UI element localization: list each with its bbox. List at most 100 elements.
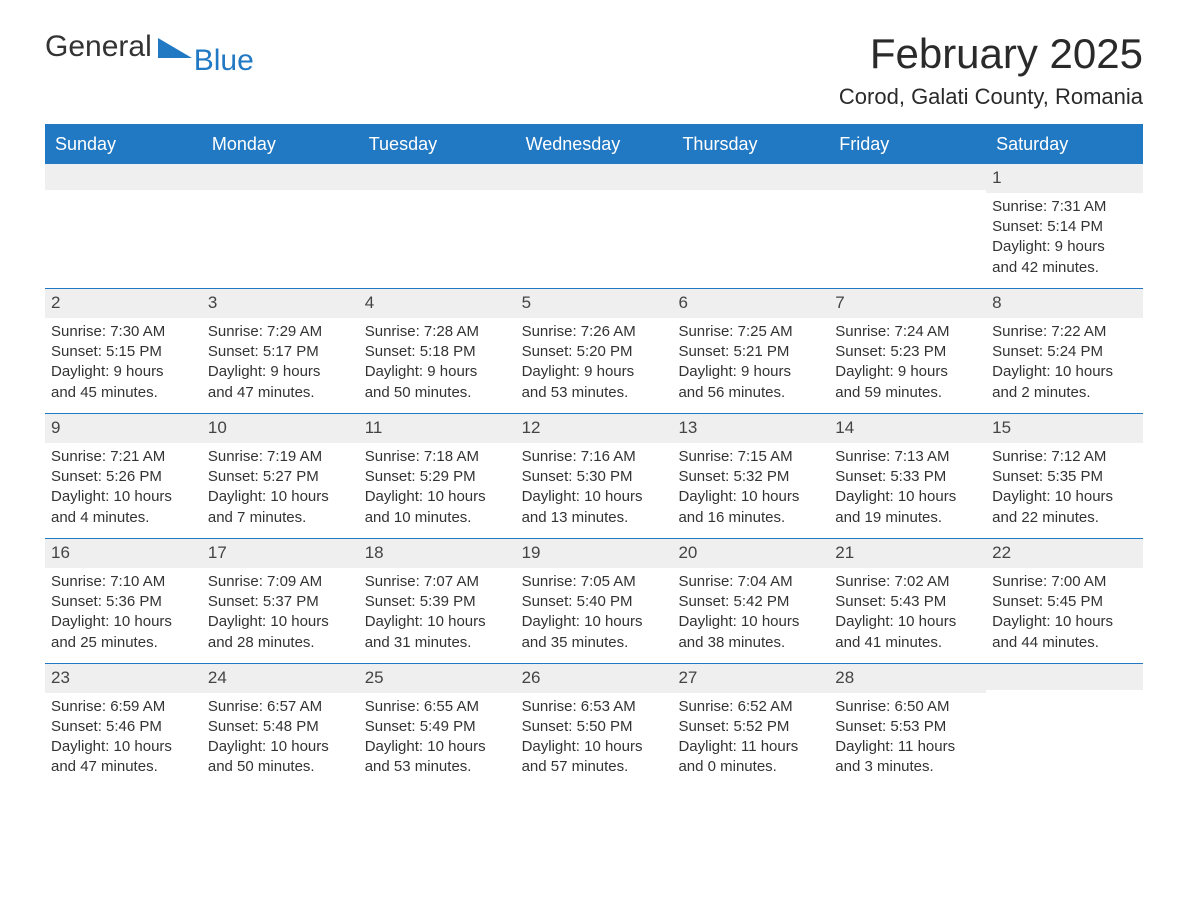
daylight-line: and 38 minutes. xyxy=(678,633,823,653)
sunset-line: Sunset: 5:32 PM xyxy=(678,467,823,487)
sunset-line: Sunset: 5:29 PM xyxy=(365,467,510,487)
sunrise-line: Sunrise: 7:31 AM xyxy=(992,197,1137,217)
day-number: 23 xyxy=(45,664,202,693)
sunset-line: Sunset: 5:39 PM xyxy=(365,592,510,612)
day-cell: 20Sunrise: 7:04 AMSunset: 5:42 PMDayligh… xyxy=(672,539,829,663)
day-body: Sunrise: 7:16 AMSunset: 5:30 PMDaylight:… xyxy=(516,443,673,538)
day-cell: 5Sunrise: 7:26 AMSunset: 5:20 PMDaylight… xyxy=(516,289,673,413)
day-number xyxy=(359,164,516,190)
day-cell: 2Sunrise: 7:30 AMSunset: 5:15 PMDaylight… xyxy=(45,289,202,413)
daylight-line: and 53 minutes. xyxy=(365,757,510,777)
day-body: Sunrise: 7:22 AMSunset: 5:24 PMDaylight:… xyxy=(986,318,1143,413)
daylight-line: and 19 minutes. xyxy=(835,508,980,528)
day-number: 26 xyxy=(516,664,673,693)
day-number: 6 xyxy=(672,289,829,318)
daylight-line: Daylight: 10 hours xyxy=(51,737,196,757)
day-cell: 26Sunrise: 6:53 AMSunset: 5:50 PMDayligh… xyxy=(516,664,673,788)
daylight-line: and 22 minutes. xyxy=(992,508,1137,528)
daylight-line: Daylight: 9 hours xyxy=(835,362,980,382)
day-body: Sunrise: 7:31 AMSunset: 5:14 PMDaylight:… xyxy=(986,193,1143,288)
sunrise-line: Sunrise: 6:59 AM xyxy=(51,697,196,717)
day-cell: 23Sunrise: 6:59 AMSunset: 5:46 PMDayligh… xyxy=(45,664,202,788)
daylight-line: and 47 minutes. xyxy=(51,757,196,777)
daylight-line: Daylight: 10 hours xyxy=(522,737,667,757)
daylight-line: and 25 minutes. xyxy=(51,633,196,653)
day-body: Sunrise: 7:10 AMSunset: 5:36 PMDaylight:… xyxy=(45,568,202,663)
sunset-line: Sunset: 5:50 PM xyxy=(522,717,667,737)
day-cell: 8Sunrise: 7:22 AMSunset: 5:24 PMDaylight… xyxy=(986,289,1143,413)
sunset-line: Sunset: 5:40 PM xyxy=(522,592,667,612)
day-cell: 19Sunrise: 7:05 AMSunset: 5:40 PMDayligh… xyxy=(516,539,673,663)
day-body: Sunrise: 7:28 AMSunset: 5:18 PMDaylight:… xyxy=(359,318,516,413)
day-cell: 12Sunrise: 7:16 AMSunset: 5:30 PMDayligh… xyxy=(516,414,673,538)
daylight-line: Daylight: 10 hours xyxy=(208,737,353,757)
day-number: 22 xyxy=(986,539,1143,568)
day-cell xyxy=(986,664,1143,788)
day-number: 28 xyxy=(829,664,986,693)
day-number xyxy=(45,164,202,190)
daylight-line: and 41 minutes. xyxy=(835,633,980,653)
daylight-line: Daylight: 10 hours xyxy=(365,737,510,757)
day-number: 4 xyxy=(359,289,516,318)
day-cell: 25Sunrise: 6:55 AMSunset: 5:49 PMDayligh… xyxy=(359,664,516,788)
daylight-line: and 0 minutes. xyxy=(678,757,823,777)
day-number: 20 xyxy=(672,539,829,568)
day-body: Sunrise: 7:13 AMSunset: 5:33 PMDaylight:… xyxy=(829,443,986,538)
sunrise-line: Sunrise: 7:18 AM xyxy=(365,447,510,467)
day-cell: 17Sunrise: 7:09 AMSunset: 5:37 PMDayligh… xyxy=(202,539,359,663)
day-cell: 14Sunrise: 7:13 AMSunset: 5:33 PMDayligh… xyxy=(829,414,986,538)
daylight-line: Daylight: 11 hours xyxy=(678,737,823,757)
daylight-line: and 13 minutes. xyxy=(522,508,667,528)
week-row: 2Sunrise: 7:30 AMSunset: 5:15 PMDaylight… xyxy=(45,288,1143,413)
day-number: 16 xyxy=(45,539,202,568)
location-subtitle: Corod, Galati County, Romania xyxy=(839,84,1143,110)
sunrise-line: Sunrise: 6:50 AM xyxy=(835,697,980,717)
day-number: 27 xyxy=(672,664,829,693)
day-cell: 15Sunrise: 7:12 AMSunset: 5:35 PMDayligh… xyxy=(986,414,1143,538)
day-number: 21 xyxy=(829,539,986,568)
day-number xyxy=(202,164,359,190)
day-cell: 21Sunrise: 7:02 AMSunset: 5:43 PMDayligh… xyxy=(829,539,986,663)
day-number: 5 xyxy=(516,289,673,318)
month-title: February 2025 xyxy=(839,30,1143,78)
day-number: 8 xyxy=(986,289,1143,318)
day-number: 3 xyxy=(202,289,359,318)
daylight-line: and 42 minutes. xyxy=(992,258,1137,278)
sunset-line: Sunset: 5:49 PM xyxy=(365,717,510,737)
day-cell: 24Sunrise: 6:57 AMSunset: 5:48 PMDayligh… xyxy=(202,664,359,788)
day-number: 10 xyxy=(202,414,359,443)
day-cell: 11Sunrise: 7:18 AMSunset: 5:29 PMDayligh… xyxy=(359,414,516,538)
daylight-line: Daylight: 10 hours xyxy=(208,612,353,632)
day-body: Sunrise: 7:18 AMSunset: 5:29 PMDaylight:… xyxy=(359,443,516,538)
day-header: Wednesday xyxy=(516,126,673,163)
day-header: Saturday xyxy=(986,126,1143,163)
day-cell xyxy=(829,164,986,288)
day-number xyxy=(986,664,1143,690)
sunrise-line: Sunrise: 7:26 AM xyxy=(522,322,667,342)
day-number xyxy=(516,164,673,190)
sunset-line: Sunset: 5:17 PM xyxy=(208,342,353,362)
daylight-line: Daylight: 9 hours xyxy=(522,362,667,382)
day-body: Sunrise: 6:59 AMSunset: 5:46 PMDaylight:… xyxy=(45,693,202,788)
sunrise-line: Sunrise: 7:21 AM xyxy=(51,447,196,467)
sunset-line: Sunset: 5:42 PM xyxy=(678,592,823,612)
daylight-line: Daylight: 9 hours xyxy=(992,237,1137,257)
sunrise-line: Sunrise: 7:07 AM xyxy=(365,572,510,592)
day-cell: 4Sunrise: 7:28 AMSunset: 5:18 PMDaylight… xyxy=(359,289,516,413)
day-cell: 7Sunrise: 7:24 AMSunset: 5:23 PMDaylight… xyxy=(829,289,986,413)
sunrise-line: Sunrise: 7:12 AM xyxy=(992,447,1137,467)
day-header-row: SundayMondayTuesdayWednesdayThursdayFrid… xyxy=(45,126,1143,163)
day-number: 9 xyxy=(45,414,202,443)
sunset-line: Sunset: 5:33 PM xyxy=(835,467,980,487)
daylight-line: and 57 minutes. xyxy=(522,757,667,777)
day-body: Sunrise: 7:24 AMSunset: 5:23 PMDaylight:… xyxy=(829,318,986,413)
daylight-line: Daylight: 10 hours xyxy=(992,362,1137,382)
day-body: Sunrise: 7:30 AMSunset: 5:15 PMDaylight:… xyxy=(45,318,202,413)
day-body: Sunrise: 6:50 AMSunset: 5:53 PMDaylight:… xyxy=(829,693,986,788)
daylight-line: Daylight: 10 hours xyxy=(365,487,510,507)
daylight-line: Daylight: 10 hours xyxy=(522,612,667,632)
sunrise-line: Sunrise: 7:24 AM xyxy=(835,322,980,342)
sunrise-line: Sunrise: 7:22 AM xyxy=(992,322,1137,342)
daylight-line: and 45 minutes. xyxy=(51,383,196,403)
daylight-line: Daylight: 10 hours xyxy=(51,487,196,507)
